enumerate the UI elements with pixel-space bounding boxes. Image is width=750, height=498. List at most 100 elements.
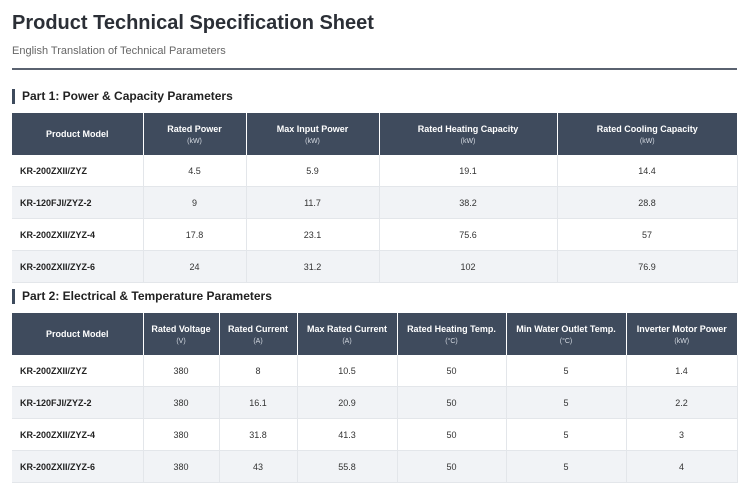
value-cell: 76.9 <box>557 250 738 283</box>
divider <box>12 68 737 70</box>
value-cell: 5 <box>506 450 627 483</box>
spec-table: Product Model Rated Power (kW) Max Input Po… <box>12 113 738 283</box>
value-cell: 380 <box>143 355 220 387</box>
value-cell: 102 <box>379 250 558 283</box>
model-cell: KR-200ZXII/ZYZ-4 <box>12 218 144 251</box>
column-unit: (kW) <box>460 137 476 145</box>
section-heading: Part 1: Power & Capacity Parameters <box>12 89 233 104</box>
value-cell: 19.1 <box>379 155 558 187</box>
data-row: KR-200ZXII/ZYZ 380 8 10.5 50 5 1.4 <box>12 355 738 387</box>
value-cell: 20.9 <box>297 386 398 419</box>
column-name: Rated Voltage <box>151 323 211 334</box>
value-cell: 10.5 <box>297 355 398 387</box>
model-cell: KR-200ZXII/ZYZ <box>12 155 144 187</box>
column-name: Rated Heating Capacity <box>417 123 519 134</box>
value-cell: 50 <box>397 450 507 483</box>
value-cell: 75.6 <box>379 218 558 251</box>
model-cell: KR-120FJI/ZYZ-2 <box>12 186 144 219</box>
column-name: Product Model <box>46 329 109 339</box>
data-row: KR-200ZXII/ZYZ-4 380 31.8 41.3 50 5 3 <box>12 418 738 451</box>
data-row: KR-200ZXII/ZYZ-4 17.8 23.1 75.6 57 <box>12 218 738 251</box>
value-cell: 5 <box>506 355 627 387</box>
section-heading: Part 2: Electrical & Temperature Paramet… <box>12 289 272 304</box>
column-name: Rated Cooling Capacity <box>596 123 698 134</box>
column-name: Rated Power <box>167 123 222 134</box>
value-cell: 3 <box>626 418 738 451</box>
value-cell: 17.8 <box>143 218 247 251</box>
value-cell: 24 <box>143 250 247 283</box>
value-cell: 41.3 <box>297 418 398 451</box>
value-cell: 31.8 <box>219 418 298 451</box>
value-cell: 28.8 <box>557 186 738 219</box>
data-row: KR-200ZXII/ZYZ-6 24 31.2 102 76.9 <box>12 250 738 283</box>
column-header: Inverter Motor Power (kW) <box>626 313 737 355</box>
value-cell: 50 <box>397 418 507 451</box>
column-unit: (°C) <box>445 337 458 345</box>
value-cell: 1.4 <box>626 355 738 387</box>
column-name: Max Rated Current <box>306 323 387 334</box>
column-unit: (kW) <box>639 137 655 145</box>
column-unit: (°C) <box>559 337 573 345</box>
value-cell: 43 <box>219 450 298 483</box>
value-cell: 4 <box>626 450 738 483</box>
value-cell: 380 <box>143 386 220 419</box>
data-row: KR-120FJI/ZYZ-2 380 16.1 20.9 50 5 2.2 <box>12 386 738 419</box>
column-header: Rated Voltage (V) <box>143 313 220 355</box>
column-unit: (kW) <box>187 137 202 145</box>
page-subtitle: English Translation of Technical Paramet… <box>12 45 226 57</box>
column-header: Max Rated Current (A) <box>297 313 398 355</box>
column-header: Product Model <box>12 113 144 155</box>
column-name: Rated Current <box>227 323 288 334</box>
header-row: Product Model Rated Voltage (V) Rated Curre… <box>12 313 737 355</box>
data-row: KR-200ZXII/ZYZ-6 380 43 55.8 50 5 4 <box>12 450 738 483</box>
header-row: Product Model Rated Power (kW) Max Input Po… <box>12 113 737 155</box>
value-cell: 4.5 <box>143 155 247 187</box>
value-cell: 14.4 <box>557 155 738 187</box>
value-cell: 380 <box>143 418 220 451</box>
value-cell: 5 <box>506 386 627 419</box>
column-unit: (kW) <box>674 337 690 345</box>
column-header: Max Input Power (kW) <box>246 113 380 155</box>
column-name: Product Model <box>46 129 109 139</box>
column-name: Max Input Power <box>276 123 349 134</box>
value-cell: 9 <box>143 186 247 219</box>
value-cell: 38.2 <box>379 186 558 219</box>
value-cell: 16.1 <box>219 386 298 419</box>
value-cell: 55.8 <box>297 450 398 483</box>
column-unit: (kW) <box>305 137 320 145</box>
column-unit: (A) <box>253 337 263 345</box>
column-unit: (V) <box>176 337 186 345</box>
column-unit: (A) <box>342 337 352 345</box>
column-header: Rated Heating Capacity (kW) <box>379 113 558 155</box>
model-cell: KR-200ZXII/ZYZ-6 <box>12 250 144 283</box>
value-cell: 5.9 <box>246 155 380 187</box>
column-name: Min Water Outlet Temp. <box>516 323 616 334</box>
value-cell: 31.2 <box>246 250 380 283</box>
value-cell: 2.2 <box>626 386 738 419</box>
value-cell: 5 <box>506 418 627 451</box>
data-row: KR-120FJI/ZYZ-2 9 11.7 38.2 28.8 <box>12 186 738 219</box>
column-header: Rated Current (A) <box>219 313 298 355</box>
model-cell: KR-200ZXII/ZYZ-4 <box>12 418 144 451</box>
page-title: Product Technical Specification Sheet <box>12 12 374 34</box>
value-cell: 11.7 <box>246 186 380 219</box>
column-header: Rated Power (kW) <box>143 113 247 155</box>
value-cell: 50 <box>397 355 507 387</box>
model-cell: KR-200ZXII/ZYZ-6 <box>12 450 144 483</box>
column-header: Product Model <box>12 313 144 355</box>
value-cell: 50 <box>397 386 507 419</box>
value-cell: 8 <box>219 355 298 387</box>
model-cell: KR-120FJI/ZYZ-2 <box>12 386 144 419</box>
column-name: Rated Heating Temp. <box>407 323 496 334</box>
column-header: Rated Heating Temp. (°C) <box>397 313 507 355</box>
value-cell: 380 <box>143 450 220 483</box>
data-row: KR-200ZXII/ZYZ 4.5 5.9 19.1 14.4 <box>12 155 738 187</box>
value-cell: 23.1 <box>246 218 380 251</box>
model-cell: KR-200ZXII/ZYZ <box>12 355 144 387</box>
column-name: Inverter Motor Power <box>636 323 727 334</box>
value-cell: 57 <box>557 218 738 251</box>
column-header: Rated Cooling Capacity (kW) <box>557 113 737 155</box>
column-header: Min Water Outlet Temp. (°C) <box>506 313 627 355</box>
spec-table: Product Model Rated Voltage (V) Rated Curre… <box>12 313 738 483</box>
